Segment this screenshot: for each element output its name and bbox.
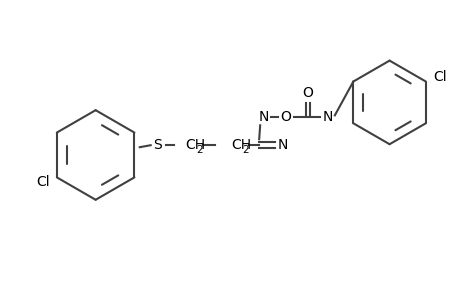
Text: N: N — [278, 138, 288, 152]
Text: 2: 2 — [241, 145, 248, 155]
Text: N: N — [322, 110, 332, 124]
Text: Cl: Cl — [36, 175, 50, 189]
Text: O: O — [302, 86, 313, 100]
Text: S: S — [153, 138, 162, 152]
Text: CH: CH — [185, 138, 205, 152]
Text: CH: CH — [231, 138, 251, 152]
Text: O: O — [280, 110, 291, 124]
Text: Cl: Cl — [432, 70, 446, 83]
Text: 2: 2 — [196, 145, 202, 155]
Text: N: N — [258, 110, 269, 124]
